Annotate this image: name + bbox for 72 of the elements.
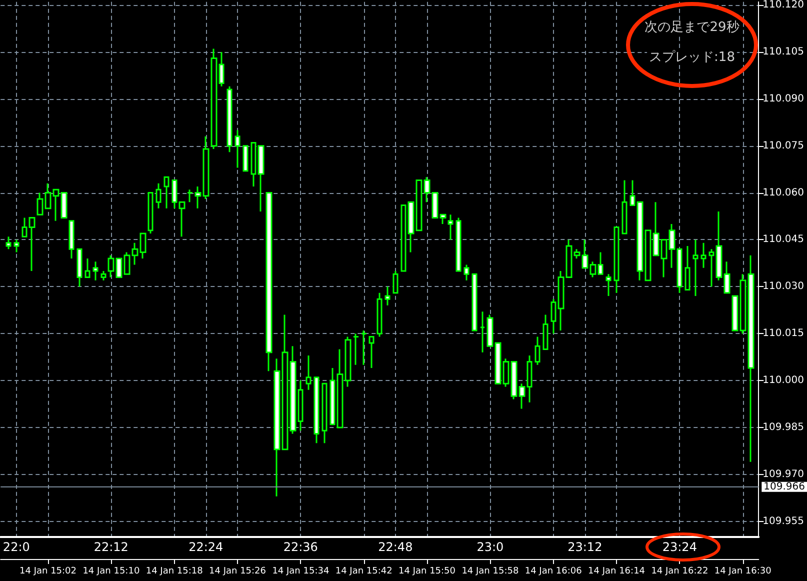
x2-tick-label: 22:24 (188, 540, 224, 554)
candlestick (376, 292, 382, 338)
x-tick-label: 14 Jan 15:42 (335, 566, 392, 576)
candlestick (480, 310, 486, 354)
candlestick (392, 270, 398, 294)
y-tick-label: 109.955 (762, 516, 804, 527)
x-tick-label: 14 Jan 15:02 (20, 566, 76, 576)
candlestick (700, 242, 706, 269)
candlestick (186, 188, 194, 203)
candlestick (456, 217, 462, 272)
x2-tick-label: 22:48 (378, 540, 413, 554)
annotation: スプレッド:18 (649, 50, 735, 65)
candlestick (448, 214, 454, 240)
candlestick (68, 220, 74, 260)
y-tick-label: 110.120 (762, 0, 804, 10)
x-tick-label: 14 Jan 15:34 (272, 566, 330, 576)
y-tick-label: 110.075 (762, 140, 804, 152)
x2-tick-label: 22:12 (94, 540, 128, 554)
y-tick-label: 110.045 (762, 234, 804, 246)
candlestick (352, 332, 360, 366)
x-tick-label: 14 Jan 15:10 (82, 566, 140, 576)
x-tick-label: 14 Jan 15:26 (209, 566, 266, 576)
y-tick-label: 110.030 (762, 281, 804, 292)
x2-tick-label: 22:36 (283, 540, 318, 554)
candlestick (360, 330, 368, 366)
x-tick-label: 14 Jan 15:18 (146, 566, 204, 576)
candlestick (266, 192, 272, 372)
x-tick-label: 14 Jan 16:14 (588, 566, 646, 576)
x2-tick-label: 23:0 (476, 540, 504, 554)
x-tick-label: 14 Jan 15:58 (462, 566, 519, 576)
y-tick-label: 110.090 (762, 93, 804, 104)
y-tick-label: 110.105 (762, 46, 804, 58)
x2-tick-label: 23:24 (662, 540, 697, 554)
candlestick (692, 238, 698, 297)
candlestick (148, 192, 154, 234)
candlestick (384, 286, 390, 306)
y-tick-label: 109.970 (762, 468, 804, 480)
candlestick (542, 314, 548, 350)
x2-tick-label: 22:0 (2, 540, 30, 554)
candlestick (464, 264, 470, 282)
candlestick (368, 336, 374, 369)
y-tick-label: 110.015 (762, 328, 804, 340)
candlestick (306, 354, 312, 391)
candlestick (684, 245, 690, 291)
candlestick (164, 176, 170, 210)
candlestick (606, 273, 612, 297)
candlestick (472, 273, 478, 332)
x-tick-label: 14 Jan 15:50 (398, 566, 456, 576)
candlestick (84, 258, 90, 278)
candlestick (622, 179, 628, 234)
candlestick (322, 382, 328, 444)
candlestick (14, 238, 20, 253)
annotation: 次の足まで29秒 (644, 20, 740, 35)
y-tick-label: 110.000 (762, 375, 804, 386)
y-tick-label: 109.985 (762, 422, 804, 433)
ref-line-label: 109.966 (764, 481, 806, 492)
candlestick (314, 376, 320, 444)
x2-tick-label: 23:12 (568, 540, 602, 554)
y-tick-label: 110.060 (762, 187, 804, 198)
candlestick (234, 129, 240, 168)
candlestick (614, 226, 620, 294)
candlestick (534, 336, 540, 366)
candlestick (226, 86, 232, 153)
x-tick-label: 14 Jan 16:30 (714, 566, 772, 576)
candlestick (242, 145, 248, 172)
candlestick (6, 236, 12, 250)
x-tick-label: 14 Jan 16:22 (651, 566, 708, 576)
x-tick-label: 14 Jan 16:06 (524, 566, 582, 576)
candlestick (100, 270, 106, 282)
candlestick (156, 182, 162, 210)
candlestick (76, 248, 82, 288)
candlestick (92, 260, 98, 282)
